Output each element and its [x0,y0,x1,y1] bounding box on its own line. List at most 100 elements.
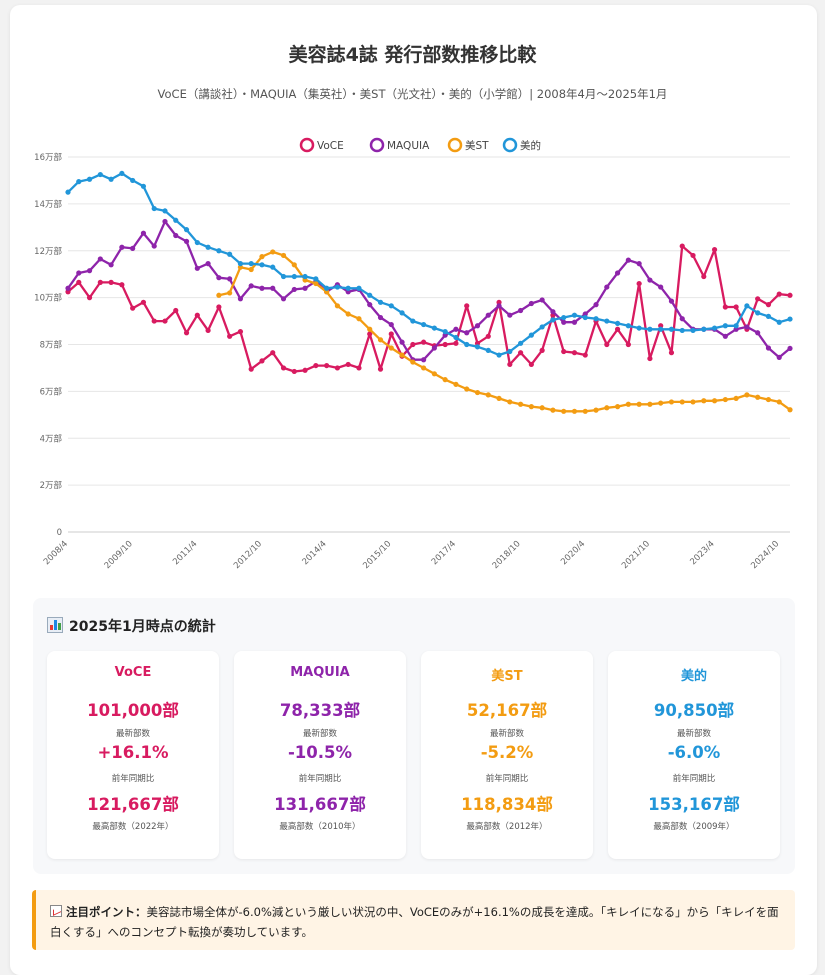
data-point [291,286,297,293]
stat-yoy-value: -10.5% [287,743,353,762]
data-point [517,340,524,346]
data-point [539,405,545,411]
stat-peak-value: 131,667部 [274,795,366,814]
data-point [647,277,653,283]
data-point [270,285,276,291]
data-point [474,389,481,396]
stat-peak-value: 121,667部 [87,795,179,814]
data-point [722,304,728,310]
data-point [636,401,642,407]
data-point [205,261,211,267]
data-point [431,325,437,331]
data-point [647,401,653,407]
data-point [334,284,341,290]
data-point [561,314,567,321]
data-point [776,319,782,325]
data-point [464,303,470,309]
x-tick-label: 2015/10 [361,539,393,571]
data-point [647,355,653,362]
data-point [65,285,71,291]
data-point [151,318,157,324]
x-tick-label: 2008/4 [42,539,70,567]
data-point [194,239,200,246]
data-point [582,314,588,321]
x-tick-label: 2024/10 [749,539,781,571]
x-tick-label: 2023/4 [688,539,716,567]
data-point [711,325,718,331]
data-point [614,404,621,410]
data-point [377,366,384,372]
data-point [528,332,534,338]
data-point [388,345,394,351]
data-point [248,261,254,267]
series-line-VoCE [67,244,791,373]
page-subtitle: VoCE（講談社）・MAQUIA（集英社）・美ST（光文社）・美的（小学館）| … [157,87,668,101]
data-point [679,399,685,405]
legend-label: VoCE [317,140,344,152]
data-point [485,333,491,339]
data-point [345,311,351,317]
data-point [280,252,287,259]
data-point [270,264,276,270]
data-point [733,395,739,402]
stat-yoy-label: 前年同期比 [672,774,716,784]
stat-peak-label: 最高部数（2012年） [466,822,548,832]
data-point [550,407,556,413]
data-point [140,299,147,305]
series-line-美的 [67,172,791,357]
data-point [291,368,297,375]
stat-latest-value: 78,333部 [279,701,361,720]
data-point [787,316,793,322]
data-point [97,171,103,178]
data-point [442,329,448,335]
data-point [517,307,524,314]
data-point [442,377,448,383]
stat-latest-label: 最新部数 [302,729,337,739]
data-point [130,245,136,252]
data-point [194,265,200,271]
stat-peak-label: 最高部数（2010年） [279,822,361,832]
data-point [183,238,190,244]
data-point [668,326,675,332]
stat-yoy-label: 前年同期比 [485,774,529,784]
data-point [248,366,254,372]
data-point [86,295,93,301]
y-tick-label: 6万部 [40,386,63,397]
data-point [733,323,739,329]
stat-yoy-label: 前年同期比 [111,774,155,784]
data-point [571,350,578,356]
data-point [722,323,728,329]
data-point [65,189,71,195]
data-point [270,249,276,255]
data-point [259,358,265,364]
legend-marker [502,137,518,153]
data-point [173,307,179,314]
data-point [76,270,82,276]
stat-peak-label: 最高部数（2009年） [653,822,735,832]
data-point [507,361,513,368]
data-point [345,361,351,368]
x-tick-label: 2009/10 [103,539,135,571]
data-point [108,262,114,268]
data-point [291,273,297,280]
data-point [561,408,567,414]
data-point [302,367,308,373]
x-tick-label: 2020/4 [559,539,587,567]
data-point [571,319,578,325]
y-tick-label: 16万部 [34,152,62,163]
highlight-note: 注目ポイント：美容誌市場全体が-6.0%減という厳しい状況の中、VoCEのみが+… [32,890,795,950]
data-point [604,284,610,290]
data-point [507,399,513,405]
data-point [496,395,502,402]
stats-heading-text: 2025年1月時点の統計 [69,619,216,635]
data-point [636,261,642,267]
data-point [313,276,319,282]
data-point [711,246,718,253]
data-point [410,318,416,324]
data-point [237,261,244,267]
data-point [291,262,297,268]
stat-latest-label: 最新部数 [115,729,150,739]
data-point [183,330,190,336]
data-point [722,333,728,339]
data-point [183,227,190,233]
